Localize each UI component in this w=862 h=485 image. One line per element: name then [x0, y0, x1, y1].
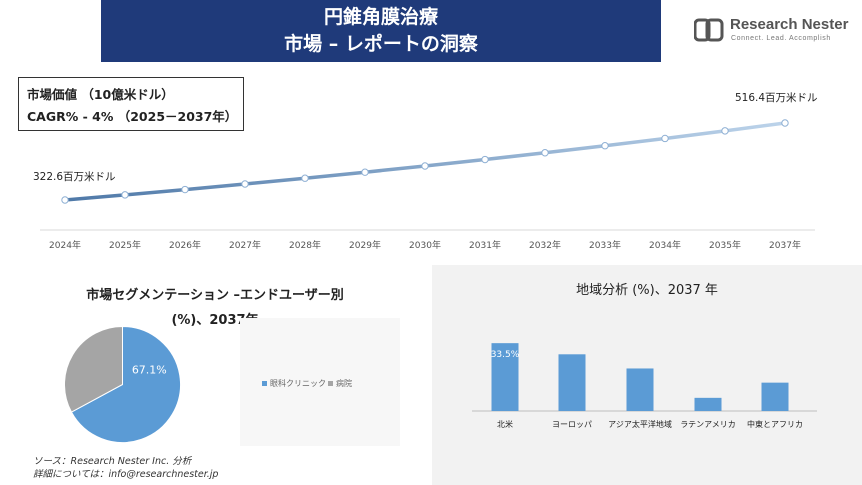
data-point: [301, 174, 309, 182]
bar-category-label: ヨーロッパ: [552, 420, 592, 429]
x-tick-label: 2032年: [529, 239, 561, 251]
data-point: [361, 168, 369, 176]
x-tick-label: 2037年: [769, 239, 801, 251]
bar-data-label: 33.5%: [491, 350, 520, 360]
regional-bar-chart: 33.5% 北米 ヨーロッパ アジア太平洋地域 ラテンアメリカ 中東とアフリカ: [472, 343, 817, 429]
data-point: [781, 119, 789, 127]
contact-line: 詳細については：info@researchnester.jp: [33, 469, 219, 480]
legend-label-hospital: 病院: [336, 379, 352, 388]
end-value-label: 516.4百万米ドル: [735, 91, 818, 104]
segment-title-line1: 市場セグメンテーション –エンドユーザー別: [86, 288, 344, 303]
pie-legend: 眼科クリニック 病院: [240, 318, 400, 446]
segment-title-line2: (%)、2037年: [171, 313, 259, 328]
pie-slice: [64, 325, 123, 413]
bar-category-label: 中東とアフリカ: [747, 419, 803, 429]
data-point: [541, 149, 549, 157]
start-value-label: 322.6百万米ドル: [33, 170, 116, 183]
logo-name: Research Nester: [730, 16, 849, 33]
x-tick-label: 2024年: [49, 239, 81, 251]
research-nester-logo: Research Nester Connect. Lead. Accomplis…: [694, 16, 848, 48]
logo-mark-icon: [694, 18, 724, 42]
pie-data-label: 67.1%: [132, 364, 167, 377]
bar-category-label: ラテンアメリカ: [680, 420, 736, 429]
x-tick-label: 2031年: [469, 239, 501, 251]
bar: [558, 354, 586, 411]
report-title: 円錐角膜治療: [323, 6, 438, 28]
data-point: [721, 127, 729, 135]
bar: [694, 397, 722, 411]
market-value-line-chart: 2024年 2025年 2026年 2027年 2028年 2029年 2030年 2031年…: [33, 91, 818, 251]
logo-tagline: Connect. Lead. Accomplish: [731, 35, 831, 42]
data-point: [181, 185, 189, 194]
bar: [626, 368, 654, 411]
data-point: [61, 196, 69, 204]
legend-item-clinic: 眼科クリニック: [262, 378, 326, 389]
x-tick-label: 2029年: [349, 239, 381, 251]
series-line: [63, 121, 787, 202]
data-point: [601, 142, 609, 150]
data-point: [241, 180, 249, 188]
data-point: [481, 155, 489, 164]
legend-label-clinic: 眼科クリニック: [270, 379, 326, 388]
bar: [761, 382, 789, 411]
source-line: ソース：Research Nester Inc. 分析: [33, 456, 192, 467]
x-tick-label: 2028年: [289, 239, 321, 251]
pie-slice: [70, 325, 181, 443]
end-user-pie-chart: 67.1%: [64, 325, 181, 443]
x-tick-label: 2033年: [589, 239, 621, 251]
data-point: [121, 191, 129, 199]
x-tick-label: 2025年: [109, 239, 141, 251]
data-point: [661, 134, 669, 143]
x-tick-label: 2034年: [649, 239, 681, 251]
segment-title: 市場セグメンテーション –エンドユーザー別 (%)、2037年: [40, 284, 390, 328]
legend-swatch-hospital: [328, 381, 333, 386]
legend-swatch-clinic: [262, 381, 267, 386]
bar: [491, 343, 519, 411]
kpi-box: 市場価値 （10億米ドル） CAGR% - 4% （2025－2037年）: [18, 77, 244, 131]
bar-category-label: 北米: [497, 419, 513, 429]
x-tick-label: 2030年: [409, 239, 441, 251]
report-subtitle: 市場 – レポートの洞察: [284, 33, 478, 55]
x-tick-label: 2026年: [169, 239, 201, 251]
market-value-label: 市場価値 （10億米ドル）: [27, 87, 174, 102]
regional-panel: 地域分析 (%)、2037 年 33.5% 北米 ヨーロッパ アジア太平洋地域 ラテンア…: [432, 265, 862, 485]
legend-item-hospital: 病院: [328, 378, 352, 389]
data-point: [421, 162, 429, 170]
report-title-banner: 円錐角膜治療 市場 – レポートの洞察: [101, 0, 661, 62]
x-tick-label: 2027年: [229, 239, 261, 251]
bar-category-label: アジア太平洋地域: [608, 419, 672, 429]
source-note: ソース：Research Nester Inc. 分析 詳細については：info…: [33, 455, 218, 481]
x-tick-label: 2035年: [709, 239, 741, 251]
regional-title: 地域分析 (%)、2037 年: [576, 283, 718, 298]
cagr-label: CAGR% - 4% （2025－2037年）: [27, 109, 238, 124]
